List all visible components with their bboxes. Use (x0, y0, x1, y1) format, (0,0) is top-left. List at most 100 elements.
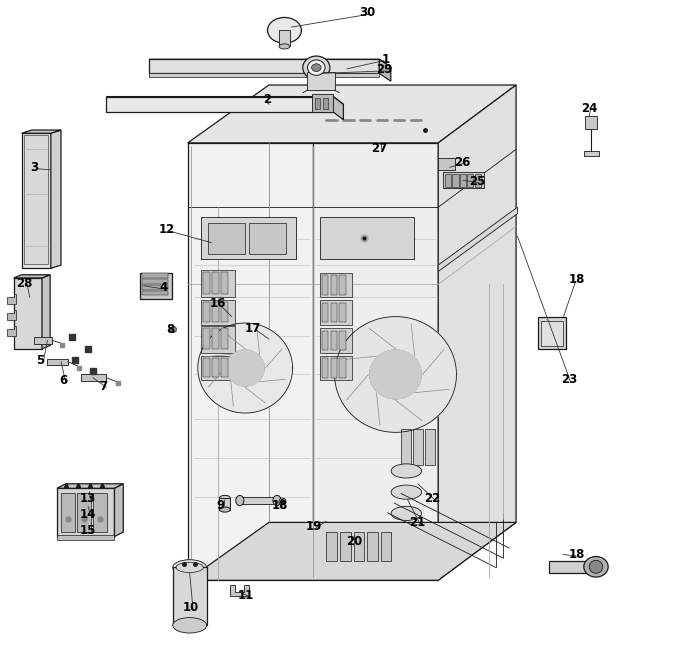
Bar (340, 532, 351, 561)
Bar (445, 174, 451, 187)
Bar (78, 494, 91, 532)
Bar (322, 275, 328, 295)
Bar (584, 151, 598, 156)
Bar (330, 331, 337, 350)
Bar (24, 135, 48, 264)
Ellipse shape (391, 464, 422, 478)
Text: 19: 19 (305, 520, 322, 533)
Text: 8: 8 (166, 323, 174, 336)
Bar (322, 359, 328, 378)
Bar (142, 273, 168, 278)
Text: 1: 1 (382, 53, 390, 66)
Text: 26: 26 (454, 156, 470, 169)
Polygon shape (42, 275, 50, 349)
Bar (320, 300, 352, 325)
Ellipse shape (176, 562, 203, 572)
Bar (142, 285, 168, 289)
Text: 28: 28 (16, 276, 33, 289)
Bar (279, 30, 290, 47)
Text: 7: 7 (99, 380, 107, 393)
Polygon shape (106, 97, 343, 104)
Text: 23: 23 (561, 373, 577, 386)
Bar (541, 321, 563, 346)
Ellipse shape (173, 618, 207, 633)
Bar (475, 174, 481, 187)
Bar (330, 359, 337, 378)
Bar (413, 429, 423, 464)
Text: 12: 12 (158, 224, 175, 236)
Polygon shape (231, 585, 249, 596)
Bar (322, 331, 328, 350)
Bar (467, 174, 473, 187)
Bar (339, 303, 346, 322)
Bar (203, 272, 210, 294)
Text: 2: 2 (263, 93, 271, 107)
Bar (203, 302, 210, 322)
Bar (322, 303, 328, 322)
Polygon shape (149, 59, 379, 74)
Bar (323, 98, 328, 109)
Bar (460, 174, 466, 187)
Bar (320, 217, 415, 258)
Bar (61, 494, 75, 532)
Polygon shape (34, 337, 52, 344)
Polygon shape (188, 85, 516, 143)
Text: 17: 17 (245, 322, 260, 335)
Bar (330, 275, 337, 295)
Polygon shape (379, 59, 391, 81)
Text: 15: 15 (80, 525, 97, 537)
Bar (452, 174, 458, 187)
Text: 22: 22 (424, 492, 440, 505)
Bar (220, 498, 231, 510)
Bar (320, 328, 352, 353)
Polygon shape (22, 130, 61, 133)
Polygon shape (7, 310, 16, 320)
Text: 18: 18 (569, 273, 585, 286)
Bar (203, 358, 210, 377)
Text: 3: 3 (30, 161, 38, 174)
Bar (208, 224, 245, 254)
Polygon shape (114, 484, 123, 537)
Bar (425, 429, 435, 464)
Text: 16: 16 (209, 297, 226, 310)
Text: 5: 5 (37, 354, 45, 367)
Bar (401, 429, 411, 464)
Polygon shape (106, 97, 333, 112)
Polygon shape (7, 326, 16, 336)
Text: 13: 13 (80, 492, 96, 505)
Bar (221, 358, 228, 377)
Polygon shape (82, 375, 106, 381)
Text: 30: 30 (360, 6, 376, 19)
Bar (142, 291, 168, 295)
Polygon shape (149, 74, 379, 78)
Polygon shape (188, 523, 516, 580)
Text: 6: 6 (59, 375, 67, 388)
Bar (381, 532, 392, 561)
Polygon shape (140, 273, 172, 298)
Bar (14, 278, 42, 349)
Text: 27: 27 (371, 141, 388, 154)
Ellipse shape (267, 17, 301, 43)
Bar (203, 328, 210, 349)
Bar (330, 303, 337, 322)
Polygon shape (48, 359, 68, 365)
Bar (354, 532, 364, 561)
Bar (173, 567, 207, 625)
Text: 24: 24 (581, 101, 598, 114)
Polygon shape (57, 484, 123, 488)
Ellipse shape (391, 506, 422, 521)
Bar (221, 272, 228, 294)
Bar (549, 561, 590, 572)
Polygon shape (370, 350, 422, 399)
Ellipse shape (220, 495, 231, 501)
Bar (57, 488, 114, 537)
Bar (320, 356, 352, 380)
Bar (212, 358, 219, 377)
Ellipse shape (173, 559, 207, 575)
Ellipse shape (584, 556, 608, 577)
Text: 18: 18 (569, 548, 585, 561)
Bar (443, 172, 483, 188)
Polygon shape (313, 143, 438, 580)
Bar (320, 273, 352, 297)
Bar (201, 217, 296, 258)
